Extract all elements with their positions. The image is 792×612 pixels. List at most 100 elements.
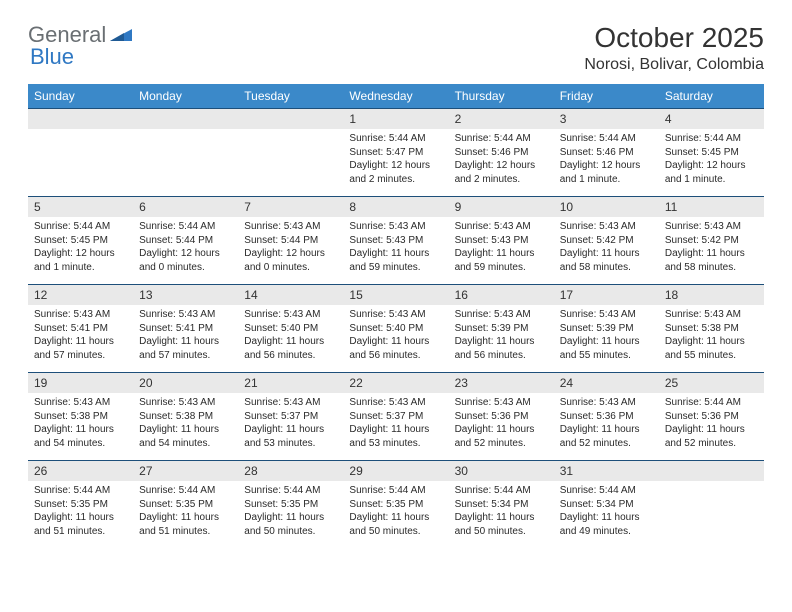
day-cell: Sunrise: 5:43 AMSunset: 5:43 PMDaylight:… <box>343 217 448 285</box>
daynum-row: 12131415161718 <box>28 285 764 306</box>
sunrise-text: Sunrise: 5:43 AM <box>139 308 232 322</box>
sunset-text: Sunset: 5:35 PM <box>34 498 127 512</box>
day-cell: Sunrise: 5:44 AMSunset: 5:35 PMDaylight:… <box>28 481 133 548</box>
day-cell: Sunrise: 5:44 AMSunset: 5:46 PMDaylight:… <box>554 129 659 197</box>
header: General October 2025 Norosi, Bolivar, Co… <box>28 22 764 74</box>
day-number: 4 <box>659 109 764 130</box>
sunrise-text: Sunrise: 5:44 AM <box>349 484 442 498</box>
day-number: 26 <box>28 461 133 482</box>
day-data-row: Sunrise: 5:43 AMSunset: 5:41 PMDaylight:… <box>28 305 764 373</box>
day-cell: Sunrise: 5:43 AMSunset: 5:42 PMDaylight:… <box>659 217 764 285</box>
day-cell: Sunrise: 5:43 AMSunset: 5:37 PMDaylight:… <box>238 393 343 461</box>
sunset-text: Sunset: 5:38 PM <box>34 410 127 424</box>
sunset-text: Sunset: 5:38 PM <box>139 410 232 424</box>
day-cell: Sunrise: 5:43 AMSunset: 5:38 PMDaylight:… <box>28 393 133 461</box>
day-cell: Sunrise: 5:43 AMSunset: 5:39 PMDaylight:… <box>554 305 659 373</box>
day-cell: Sunrise: 5:44 AMSunset: 5:45 PMDaylight:… <box>28 217 133 285</box>
sunrise-text: Sunrise: 5:43 AM <box>665 308 758 322</box>
day-cell: Sunrise: 5:44 AMSunset: 5:45 PMDaylight:… <box>659 129 764 197</box>
sunrise-text: Sunrise: 5:43 AM <box>34 308 127 322</box>
day-cell: Sunrise: 5:44 AMSunset: 5:34 PMDaylight:… <box>554 481 659 548</box>
day-number: 6 <box>133 197 238 218</box>
sunrise-text: Sunrise: 5:44 AM <box>139 484 232 498</box>
sunrise-text: Sunrise: 5:44 AM <box>244 484 337 498</box>
sunrise-text: Sunrise: 5:43 AM <box>244 220 337 234</box>
day-number: 16 <box>449 285 554 306</box>
day-number: 7 <box>238 197 343 218</box>
sunset-text: Sunset: 5:44 PM <box>244 234 337 248</box>
sunrise-text: Sunrise: 5:44 AM <box>455 132 548 146</box>
daylight-text: Daylight: 12 hours and 1 minute. <box>665 159 758 186</box>
sunset-text: Sunset: 5:45 PM <box>665 146 758 160</box>
sunset-text: Sunset: 5:45 PM <box>34 234 127 248</box>
day-number: 19 <box>28 373 133 394</box>
sunrise-text: Sunrise: 5:44 AM <box>560 484 653 498</box>
sunrise-text: Sunrise: 5:43 AM <box>34 396 127 410</box>
calendar-table: Sunday Monday Tuesday Wednesday Thursday… <box>28 84 764 548</box>
sunrise-text: Sunrise: 5:43 AM <box>349 396 442 410</box>
sunset-text: Sunset: 5:35 PM <box>244 498 337 512</box>
daylight-text: Daylight: 11 hours and 53 minutes. <box>244 423 337 450</box>
day-number: 5 <box>28 197 133 218</box>
day-number: 25 <box>659 373 764 394</box>
day-number: 27 <box>133 461 238 482</box>
sunset-text: Sunset: 5:42 PM <box>560 234 653 248</box>
sunset-text: Sunset: 5:41 PM <box>34 322 127 336</box>
sunrise-text: Sunrise: 5:43 AM <box>455 396 548 410</box>
day-cell: Sunrise: 5:44 AMSunset: 5:35 PMDaylight:… <box>133 481 238 548</box>
daylight-text: Daylight: 11 hours and 52 minutes. <box>665 423 758 450</box>
sunset-text: Sunset: 5:36 PM <box>455 410 548 424</box>
logo-text-blue: Blue <box>30 44 74 70</box>
sunset-text: Sunset: 5:36 PM <box>560 410 653 424</box>
day-cell: Sunrise: 5:43 AMSunset: 5:36 PMDaylight:… <box>554 393 659 461</box>
sunrise-text: Sunrise: 5:44 AM <box>34 484 127 498</box>
day-cell: Sunrise: 5:44 AMSunset: 5:36 PMDaylight:… <box>659 393 764 461</box>
daylight-text: Daylight: 12 hours and 2 minutes. <box>349 159 442 186</box>
sunrise-text: Sunrise: 5:43 AM <box>665 220 758 234</box>
day-cell: Sunrise: 5:43 AMSunset: 5:38 PMDaylight:… <box>659 305 764 373</box>
day-number: 20 <box>133 373 238 394</box>
day-number <box>238 109 343 130</box>
dayhead-wed: Wednesday <box>343 84 448 109</box>
day-cell: Sunrise: 5:44 AMSunset: 5:44 PMDaylight:… <box>133 217 238 285</box>
day-number: 30 <box>449 461 554 482</box>
daylight-text: Daylight: 11 hours and 52 minutes. <box>560 423 653 450</box>
day-number: 22 <box>343 373 448 394</box>
daynum-row: 262728293031 <box>28 461 764 482</box>
day-number: 2 <box>449 109 554 130</box>
day-cell <box>659 481 764 548</box>
daylight-text: Daylight: 12 hours and 1 minute. <box>34 247 127 274</box>
sunset-text: Sunset: 5:40 PM <box>349 322 442 336</box>
day-cell <box>28 129 133 197</box>
daylight-text: Daylight: 11 hours and 59 minutes. <box>455 247 548 274</box>
dayhead-thu: Thursday <box>449 84 554 109</box>
daylight-text: Daylight: 11 hours and 54 minutes. <box>139 423 232 450</box>
day-cell: Sunrise: 5:43 AMSunset: 5:40 PMDaylight:… <box>238 305 343 373</box>
sunrise-text: Sunrise: 5:44 AM <box>665 396 758 410</box>
daylight-text: Daylight: 11 hours and 51 minutes. <box>34 511 127 538</box>
day-number: 13 <box>133 285 238 306</box>
daylight-text: Daylight: 11 hours and 56 minutes. <box>455 335 548 362</box>
day-cell: Sunrise: 5:43 AMSunset: 5:44 PMDaylight:… <box>238 217 343 285</box>
sunset-text: Sunset: 5:36 PM <box>665 410 758 424</box>
day-cell: Sunrise: 5:43 AMSunset: 5:43 PMDaylight:… <box>449 217 554 285</box>
daylight-text: Daylight: 11 hours and 53 minutes. <box>349 423 442 450</box>
sunrise-text: Sunrise: 5:43 AM <box>560 220 653 234</box>
sunrise-text: Sunrise: 5:44 AM <box>139 220 232 234</box>
sunrise-text: Sunrise: 5:44 AM <box>560 132 653 146</box>
daylight-text: Daylight: 12 hours and 0 minutes. <box>139 247 232 274</box>
sunrise-text: Sunrise: 5:43 AM <box>244 396 337 410</box>
day-number: 9 <box>449 197 554 218</box>
logo-triangle-icon <box>110 24 132 47</box>
day-data-row: Sunrise: 5:44 AMSunset: 5:45 PMDaylight:… <box>28 217 764 285</box>
sunset-text: Sunset: 5:42 PM <box>665 234 758 248</box>
sunrise-text: Sunrise: 5:44 AM <box>455 484 548 498</box>
day-cell: Sunrise: 5:43 AMSunset: 5:37 PMDaylight:… <box>343 393 448 461</box>
daylight-text: Daylight: 11 hours and 50 minutes. <box>455 511 548 538</box>
daylight-text: Daylight: 12 hours and 1 minute. <box>560 159 653 186</box>
day-cell: Sunrise: 5:44 AMSunset: 5:35 PMDaylight:… <box>343 481 448 548</box>
day-number: 8 <box>343 197 448 218</box>
day-cell: Sunrise: 5:43 AMSunset: 5:41 PMDaylight:… <box>133 305 238 373</box>
daylight-text: Daylight: 12 hours and 0 minutes. <box>244 247 337 274</box>
dayhead-fri: Friday <box>554 84 659 109</box>
